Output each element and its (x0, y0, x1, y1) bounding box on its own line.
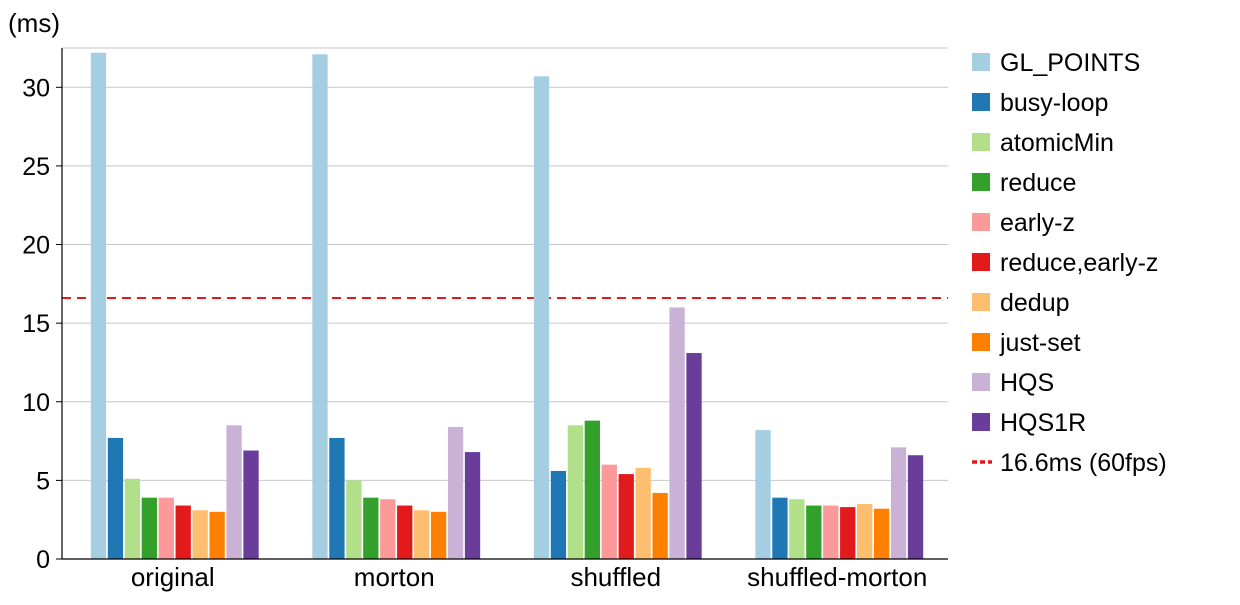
x-tick-label: shuffled (570, 562, 661, 592)
y-axis-label: (ms) (8, 8, 60, 38)
bar-atomicMin-original (124, 478, 141, 559)
bar-HQS-original (226, 425, 242, 559)
bar-early-z-original (158, 497, 174, 559)
bar-HQS1R-shuffled-morton (907, 455, 924, 559)
bar-HQS-morton (447, 426, 464, 559)
bar-dedup-original (192, 510, 208, 559)
bar-reduce-original (141, 497, 157, 559)
bar-reduce-shuffled-morton (806, 505, 822, 559)
y-tick-label: 5 (36, 467, 50, 495)
legend-swatch-HQS1R (972, 413, 990, 431)
bar-busy-loop-morton (329, 437, 345, 559)
legend-label: HQS (1000, 369, 1054, 397)
legend-swatch-GL_POINTS (972, 53, 990, 71)
y-tick-label: 30 (22, 74, 50, 102)
bar-early-z-shuffled-morton (823, 505, 839, 559)
bar-atomicMin-shuffled-morton (789, 499, 805, 559)
legend-swatch-HQS (972, 373, 990, 391)
bar-just-set-shuffled (652, 492, 668, 559)
bar-HQS-shuffled (669, 307, 685, 559)
y-tick-label: 25 (22, 153, 50, 181)
bar-GL_POINTS-original (90, 52, 107, 560)
bar-HQS-shuffled-morton (890, 447, 907, 559)
legend-label-reference: 16.6ms (60fps) (1000, 449, 1167, 477)
bar-reduce,early-z-original (175, 505, 191, 559)
bar-busy-loop-shuffled-morton (772, 497, 788, 559)
bar-reduce,early-z-shuffled-morton (840, 507, 856, 559)
bar-HQS1R-morton (464, 452, 481, 559)
y-tick-label: 0 (36, 546, 50, 574)
bar-early-z-shuffled (601, 464, 617, 559)
legend-swatch-busy-loop (972, 93, 990, 111)
bar-just-set-shuffled-morton (873, 508, 890, 559)
legend-label: reduce,early-z (1000, 249, 1158, 277)
bar-busy-loop-shuffled (550, 470, 567, 559)
legend-swatch-dedup (972, 293, 990, 311)
legend-swatch-reduce (972, 173, 990, 191)
bar-dedup-shuffled-morton (857, 503, 873, 559)
y-tick-label: 15 (22, 310, 50, 338)
x-tick-label: original (131, 562, 215, 592)
legend-label: dedup (1000, 289, 1070, 317)
legend-swatch-early-z (972, 213, 990, 231)
bar-early-z-morton (380, 499, 396, 559)
bar-reduce-shuffled (584, 420, 600, 559)
axes: (ms) 0 5 10 15 20 25 30 original morton shuffled s… (8, 8, 948, 592)
legend-swatch-atomicMin (972, 133, 990, 151)
legend-label: reduce (1000, 169, 1076, 197)
bar-just-set-original (209, 511, 225, 559)
bar-reduce,early-z-morton (397, 505, 413, 559)
legend-swatch-reduce,early-z (972, 253, 990, 271)
grid (62, 47, 948, 481)
legend-label: early-z (1000, 209, 1075, 237)
bars (90, 52, 924, 560)
bar-GL_POINTS-morton (312, 54, 328, 559)
bar-GL_POINTS-shuffled (533, 76, 550, 559)
bar-atomicMin-shuffled (567, 425, 584, 559)
bar-dedup-shuffled (635, 467, 651, 559)
bar-busy-loop-original (107, 437, 124, 559)
legend-label: busy-loop (1000, 89, 1108, 117)
bar-GL_POINTS-shuffled-morton (755, 430, 771, 559)
x-tick-label: shuffled-morton (747, 562, 927, 592)
bar-atomicMin-morton (346, 480, 362, 559)
legend-swatch-just-set (972, 333, 990, 351)
x-tick-label: morton (354, 562, 435, 592)
legend-label: just-set (999, 329, 1081, 357)
y-tick-label: 20 (22, 232, 50, 260)
bar-HQS1R-shuffled (686, 353, 702, 559)
legend: GL_POINTS busy-loop atomicMin reduce early-z… (972, 49, 1167, 477)
bar-dedup-morton (414, 510, 430, 559)
bar-HQS1R-original (243, 450, 259, 559)
bar-reduce,early-z-shuffled (618, 474, 634, 559)
legend-label: GL_POINTS (1000, 49, 1140, 77)
legend-label: HQS1R (1000, 409, 1086, 437)
bar-just-set-morton (430, 511, 447, 559)
y-tick-label: 10 (22, 389, 50, 417)
legend-label: atomicMin (1000, 129, 1114, 157)
bar-reduce-morton (363, 497, 379, 559)
